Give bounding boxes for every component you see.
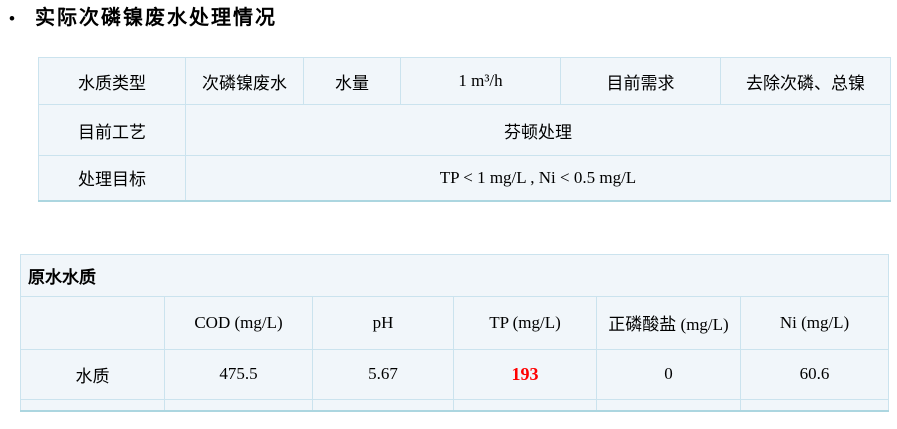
cell-need-value: 去除次磷、总镍 (720, 57, 891, 105)
empty-cell (164, 398, 313, 412)
col-header-empty (20, 295, 165, 350)
value-ph: 5.67 (312, 348, 454, 400)
table-row: COD (mg/L) pH TP (mg/L) 正磷酸盐 (mg/L) Ni (… (20, 295, 890, 350)
slide: • 实际次磷镍废水处理情况 水质类型 次磷镍废水 水量 1 m³/h 目前需求 … (0, 0, 897, 412)
raw-water-title: 原水水质 (19, 253, 890, 297)
table-row: 水质 475.5 5.67 193 0 60.6 (20, 348, 890, 400)
cell-process-label: 目前工艺 (38, 104, 186, 156)
cell-flow-label: 水量 (303, 57, 401, 105)
empty-cell (596, 398, 741, 412)
cell-water-type-value: 次磷镍废水 (185, 57, 304, 105)
bullet-icon: • (9, 9, 15, 28)
overview-table: 水质类型 次磷镍废水 水量 1 m³/h 目前需求 去除次磷、总镍 目前工艺 芬… (38, 57, 891, 202)
col-header-ph: pH (312, 295, 454, 350)
cell-process-value: 芬顿处理 (185, 104, 891, 156)
cell-target-value: TP < 1 mg/L , Ni < 0.5 mg/L (185, 155, 891, 201)
col-header-cod: COD (mg/L) (164, 295, 313, 350)
raw-water-table: 原水水质 COD (mg/L) pH TP (mg/L) 正磷酸盐 (mg/L)… (19, 253, 890, 412)
empty-cell (312, 398, 454, 412)
col-header-ni: Ni (mg/L) (739, 295, 890, 350)
page-title: 实际次磷镍废水处理情况 (35, 7, 277, 29)
empty-cell (453, 398, 597, 412)
table-row: 原水水质 (19, 253, 890, 297)
col-header-ortho-p: 正磷酸盐 (mg/L) (596, 295, 741, 350)
table-row: 目前工艺 芬顿处理 (38, 104, 891, 156)
value-ni: 60.6 (739, 348, 890, 400)
value-cod: 475.5 (164, 348, 313, 400)
cell-target-label: 处理目标 (38, 155, 186, 201)
col-header-tp: TP (mg/L) (453, 295, 597, 350)
cell-flow-value: 1 m³/h (400, 57, 561, 105)
row-label-water-quality: 水质 (20, 348, 165, 400)
value-ortho-p: 0 (596, 348, 741, 400)
title-row: • 实际次磷镍废水处理情况 (0, 0, 897, 32)
cell-water-type-label: 水质类型 (38, 57, 186, 105)
empty-cell (739, 398, 890, 412)
table-row: 水质类型 次磷镍废水 水量 1 m³/h 目前需求 去除次磷、总镍 (38, 57, 891, 105)
cell-need-label: 目前需求 (560, 57, 721, 105)
value-tp: 193 (453, 348, 597, 400)
table-row (20, 398, 890, 412)
empty-cell (20, 398, 165, 412)
table-row: 处理目标 TP < 1 mg/L , Ni < 0.5 mg/L (38, 155, 891, 201)
